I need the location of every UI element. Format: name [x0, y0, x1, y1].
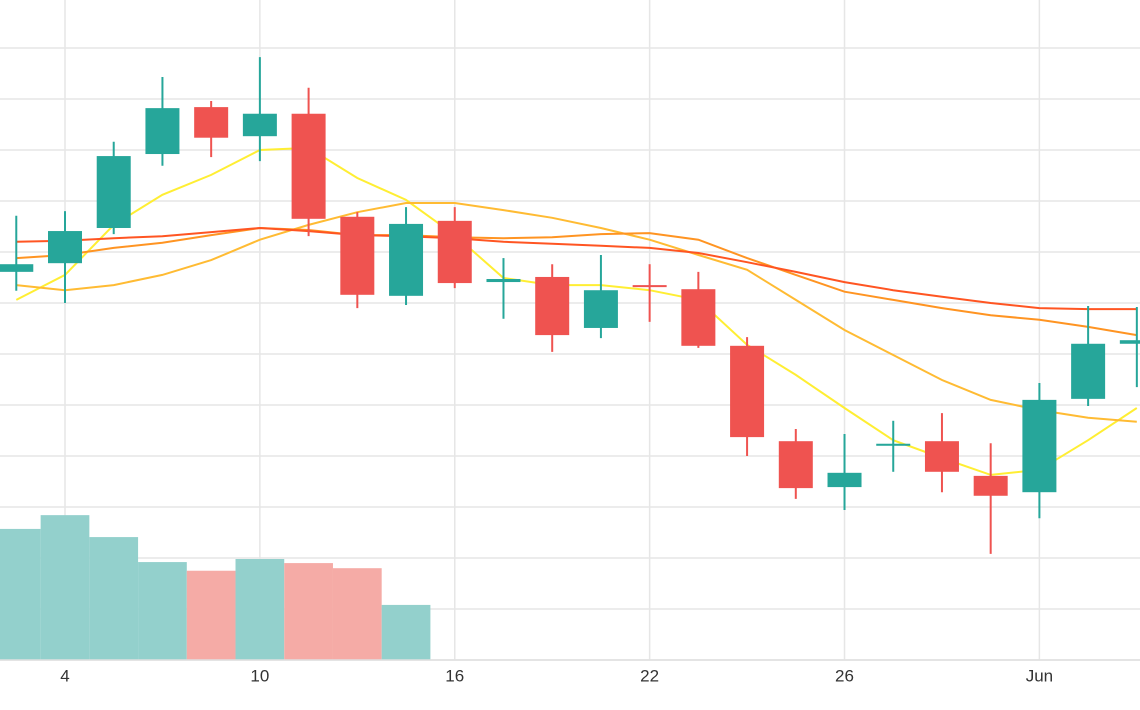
candle-body: [145, 108, 180, 155]
volume-bar: [381, 604, 431, 660]
grid: [0, 0, 1140, 661]
candle-body: [681, 289, 716, 346]
x-tick-label: Jun: [1026, 666, 1053, 685]
candle-body: [1119, 340, 1140, 344]
volume-bar: [332, 568, 382, 660]
volume-bar: [138, 562, 187, 660]
volume-bar: [0, 528, 41, 660]
x-tick-label: 4: [60, 666, 69, 685]
candle-body: [924, 441, 959, 472]
x-tick-label: 26: [835, 666, 854, 685]
candle-body: [0, 264, 34, 272]
moving-averages: [15, 146, 1138, 476]
candle-body: [291, 113, 326, 219]
candle-body: [778, 441, 813, 489]
moving-average-line: [16, 226, 1137, 311]
moving-average-line: [16, 202, 1137, 423]
volume-bar: [235, 559, 285, 660]
candle-body: [340, 216, 375, 295]
candle-body: [632, 285, 667, 288]
volume: [0, 515, 431, 660]
volume-bar: [186, 570, 236, 660]
candle-body: [194, 107, 229, 138]
candle-body: [730, 345, 765, 438]
candle-body: [486, 278, 521, 283]
candle-body: [96, 156, 131, 228]
candle-body: [1071, 343, 1106, 399]
moving-average-line: [16, 226, 1137, 337]
volume-bar: [40, 515, 90, 660]
candle-body: [389, 223, 424, 296]
candle-body: [1022, 399, 1057, 493]
candle-body: [876, 443, 911, 446]
candle-body: [535, 276, 570, 336]
candle-body: [973, 475, 1008, 496]
volume-bar: [284, 563, 333, 660]
candle-body: [48, 231, 82, 264]
candle-body: [242, 113, 277, 137]
volume-bar: [89, 537, 139, 660]
candle-body: [437, 220, 472, 284]
x-tick-label: 22: [640, 666, 659, 685]
candle-body: [583, 290, 618, 328]
x-tick-label: 10: [250, 666, 269, 685]
candles: [0, 57, 1140, 554]
x-tick-label: 16: [445, 666, 464, 685]
candle-body: [827, 472, 862, 488]
